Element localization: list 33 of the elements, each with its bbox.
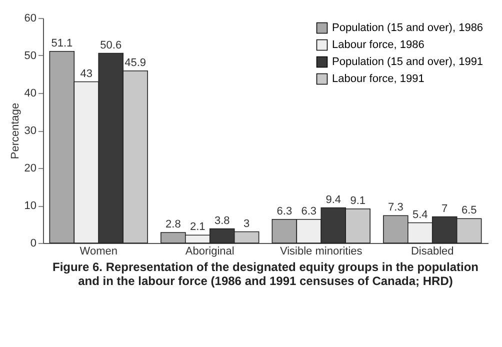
data-label: 6.5: [461, 204, 477, 217]
y-tick-label: 50: [24, 50, 36, 62]
data-label: 5.4: [412, 208, 428, 221]
x-tick-label: Visible minorities: [280, 246, 363, 258]
data-label: 43: [80, 68, 93, 80]
x-tick-label: Aboriginal: [185, 246, 234, 258]
data-label: 2.8: [166, 218, 181, 230]
y-tick-label: 60: [24, 12, 36, 24]
y-tick-label: 40: [24, 88, 36, 100]
y-tick-label: 30: [24, 125, 36, 137]
data-label: 7: [442, 202, 448, 215]
data-label: 9.1: [350, 194, 366, 207]
data-label: 9.4: [326, 194, 342, 206]
y-tick-label: 10: [24, 200, 36, 212]
legend-label: Population (15 and over), 1986: [332, 22, 484, 34]
data-label: 45.9: [124, 56, 146, 69]
data-label: 51.1: [51, 37, 73, 50]
x-tick-label: Disabled: [410, 246, 454, 258]
data-label: 6.3: [301, 205, 317, 218]
y-tick-label: 20: [24, 162, 36, 174]
data-label: 7.3: [388, 202, 404, 214]
data-label: 2.1: [190, 221, 206, 234]
data-label: 6.3: [276, 205, 292, 218]
y-axis-title: Percentage: [9, 102, 22, 160]
caption: Figure 6. Representation of the designated equity groups in the population and in the labour force (1986 and 1991 censuses of Canada; HRD): [52, 260, 479, 288]
data-label: 3.8: [214, 214, 230, 227]
data-label: 3: [244, 218, 250, 230]
legend-label: Labour force, 1986: [332, 39, 424, 51]
x-tick-label: Women: [80, 246, 118, 258]
data-label: 50.6: [100, 39, 122, 52]
legend-label: Labour force, 1991: [332, 73, 424, 85]
legend-label: Population (15 and over), 1991: [332, 56, 484, 68]
y-tick-label: 0: [30, 238, 36, 250]
